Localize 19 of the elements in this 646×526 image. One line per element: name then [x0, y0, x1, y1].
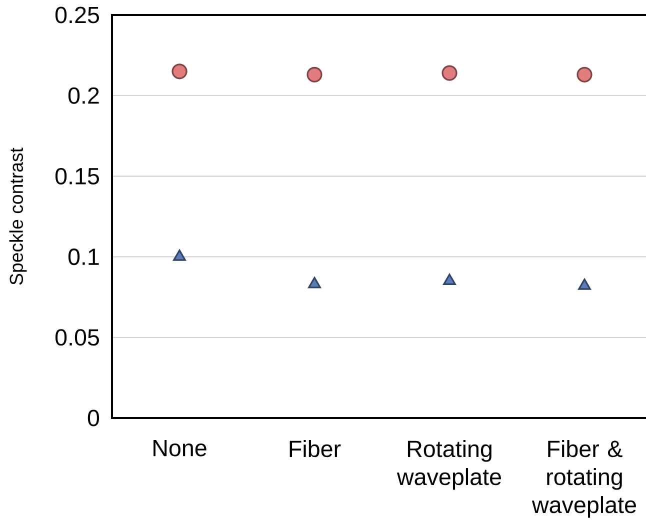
y-tick-label: 0.25 [55, 6, 99, 24]
point [308, 276, 321, 288]
point [173, 249, 186, 261]
y-tick-label: 0.2 [68, 87, 99, 104]
y-tick-label: 0.05 [55, 329, 99, 346]
x-tick-label: Fiber [290, 440, 341, 458]
y-axis-title: Speckle contrast [9, 148, 27, 285]
y-tick-label: 0.1 [68, 248, 99, 266]
point [443, 274, 456, 286]
x-tick-label: Rotating waveplate [396, 440, 501, 490]
x-tick-label: None [154, 440, 206, 456]
point [172, 64, 188, 80]
point [576, 66, 592, 82]
point [578, 278, 591, 290]
y-tick-label: 0 [88, 410, 100, 426]
point [442, 65, 458, 81]
y-tick-label: 0.15 [55, 168, 99, 184]
x-tick-label: Fiber & rotating waveplate [532, 440, 636, 518]
point [306, 66, 322, 82]
